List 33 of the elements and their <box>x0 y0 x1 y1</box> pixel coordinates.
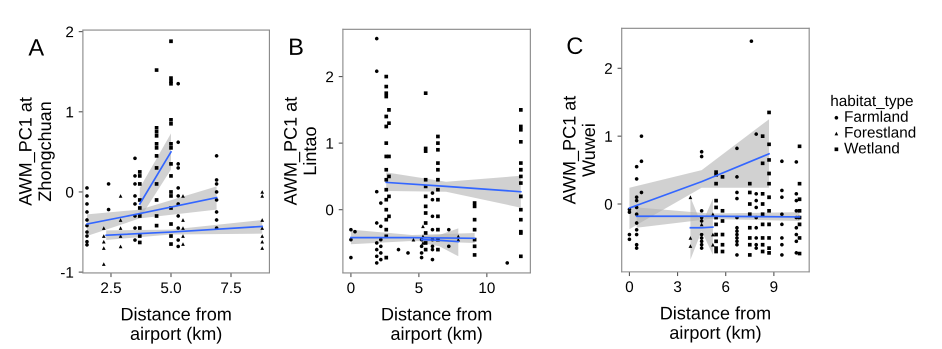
y-tick-label: 0 <box>66 186 74 198</box>
y-axis-title: AWM_PC1 at Lintao <box>284 96 316 206</box>
y-axis-title: AWM_PC1 at Zhongchuan <box>18 97 55 206</box>
legend-label: Farmland <box>845 110 908 122</box>
y-tick-label: 0 <box>604 198 612 210</box>
y-tick-label: 1 <box>605 131 612 142</box>
y-tick-label: 0 <box>326 204 334 216</box>
x-tick-label: 6 <box>722 281 730 292</box>
x-tick-label: 2.5 <box>101 282 121 294</box>
x-tick-label: 3 <box>674 281 682 292</box>
x-tick-label: 5 <box>415 282 422 294</box>
y-tick-label: 1 <box>326 138 334 149</box>
x-axis-title: Distance from airport (km) <box>661 306 770 343</box>
x-tick-label: 10 <box>480 282 495 294</box>
chart-title: A <box>28 39 44 56</box>
x-tick-label: 0 <box>347 282 355 294</box>
x-tick-label: 7.5 <box>221 282 241 294</box>
x-tick-label: 5.0 <box>160 282 182 294</box>
x-tick-label: 9 <box>770 281 778 292</box>
chart-title: C <box>568 37 582 54</box>
x-axis-title: Distance from airport (km) <box>122 307 231 344</box>
y-tick-label: 2 <box>604 63 612 74</box>
legend-title: habitat_type <box>831 94 913 110</box>
x-axis-title: Distance from airport (km) <box>382 307 492 344</box>
y-axis-title: AWM_PC1 at Wuwei <box>562 96 596 204</box>
y-tick-label: 2 <box>326 71 334 82</box>
legend-label: Forestland <box>845 126 916 138</box>
chart-title: B <box>290 38 303 55</box>
legend-label: Wetland <box>844 142 899 154</box>
y-tick-label: 2 <box>66 26 74 38</box>
y-tick-label: 1 <box>66 106 74 118</box>
x-tick-label: 0 <box>626 281 634 292</box>
y-tick-label: -1 <box>60 267 74 278</box>
